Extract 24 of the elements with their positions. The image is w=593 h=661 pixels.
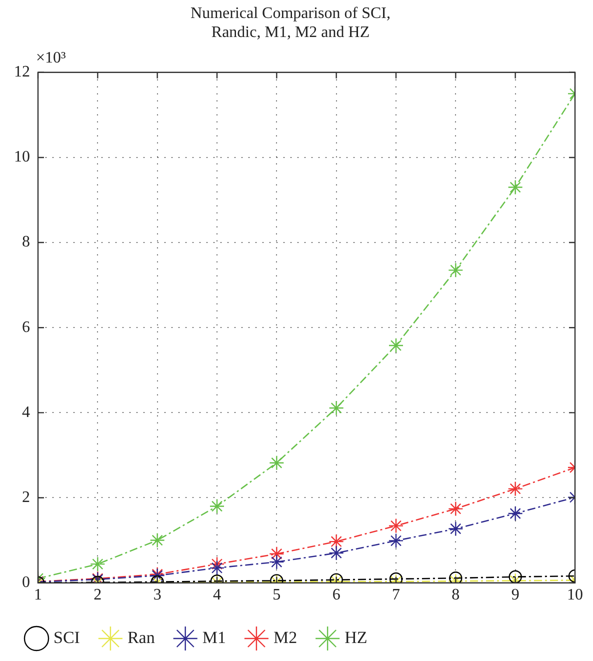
- y-tick-label: 10: [14, 148, 30, 166]
- x-tick-label: 3: [153, 586, 162, 604]
- legend-label: Ran: [127, 628, 156, 647]
- y-tick-label: 4: [22, 404, 30, 421]
- x-tick-label: 8: [452, 586, 460, 604]
- x-tick-label: 1: [34, 586, 42, 604]
- x-tick-label: 10: [567, 586, 583, 604]
- y-tick-label: 6: [22, 318, 30, 336]
- y-tick-label: 0: [22, 574, 30, 592]
- y-axis-title: ×10³: [36, 50, 66, 67]
- legend-label: M1: [202, 628, 226, 647]
- y-tick-label: 8: [22, 234, 30, 251]
- y-tick-label: 2: [22, 488, 30, 506]
- x-tick-label: 6: [332, 586, 340, 604]
- x-tick-label: 5: [272, 586, 281, 604]
- y-tick-label: 12: [14, 64, 30, 81]
- legend-label: SCI: [54, 628, 80, 647]
- x-tick-label: 7: [392, 586, 400, 604]
- chart-title: Numerical Comparison of SCI, Randic, M1, M2 and HZ: [190, 4, 390, 42]
- x-tick-label: 2: [94, 586, 102, 604]
- x-tick-label: 9: [511, 586, 520, 604]
- x-tick-label: 4: [213, 586, 221, 604]
- legend-label: M2: [273, 628, 298, 647]
- legend-label: HZ: [344, 628, 368, 647]
